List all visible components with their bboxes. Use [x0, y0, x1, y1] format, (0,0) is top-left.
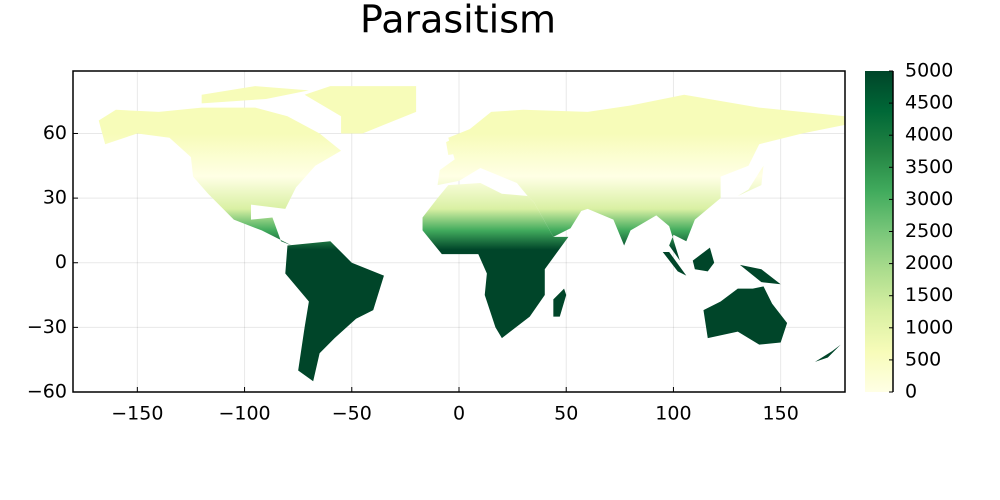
colorbar-tick-label: 2000 — [905, 252, 953, 274]
chart-title: Parasitism — [360, 0, 556, 42]
colorbar-tick-label: 3500 — [905, 156, 953, 178]
land-mass — [814, 344, 841, 362]
land-mass — [285, 241, 384, 382]
colorbar-tick-label: 1000 — [905, 316, 953, 338]
land-mass — [737, 165, 764, 196]
x-tick-label: −150 — [111, 403, 163, 425]
y-tick-label: −60 — [27, 381, 67, 403]
colorbar-tick-label: 500 — [905, 348, 941, 370]
colorbar-tick-label: 2500 — [905, 220, 953, 242]
colorbar-tick-label: 4000 — [905, 124, 953, 146]
colorbar-tick-label: 0 — [905, 381, 917, 403]
land-mass — [739, 264, 781, 285]
land-mass — [662, 251, 687, 276]
land-mass — [446, 137, 462, 156]
x-tick-label: 50 — [554, 403, 578, 425]
land-mass — [422, 183, 569, 339]
land-mass — [304, 86, 417, 134]
land-mass — [553, 288, 567, 317]
land-mass — [692, 247, 715, 272]
x-tick-label: 150 — [763, 403, 799, 425]
colorbar-tick-label: 5000 — [905, 60, 953, 82]
land-mass — [98, 107, 342, 246]
colorbar-tick-label: 1500 — [905, 284, 953, 306]
y-tick-label: −30 — [27, 316, 67, 338]
land-mass — [437, 94, 845, 261]
land-mass — [703, 286, 788, 345]
x-tick-label: 0 — [453, 403, 465, 425]
colorbar-tick-label: 4500 — [905, 92, 953, 114]
land-mass — [201, 86, 309, 104]
y-tick-label: 60 — [43, 122, 67, 144]
x-tick-label: −100 — [218, 403, 270, 425]
x-tick-label: −50 — [332, 403, 372, 425]
y-tick-label: 0 — [55, 251, 67, 273]
y-tick-label: 30 — [43, 187, 67, 209]
x-tick-label: 100 — [655, 403, 691, 425]
colorbar-tick-label: 3000 — [905, 188, 953, 210]
colorbar — [865, 71, 893, 392]
